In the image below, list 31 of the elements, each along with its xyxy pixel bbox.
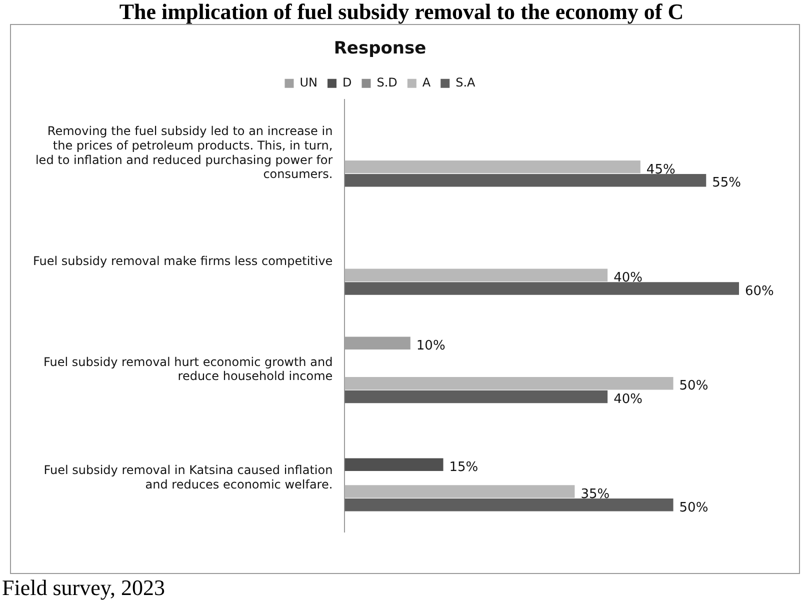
- legend-label: UN: [300, 76, 318, 90]
- y-tick-label: Fuel subsidy removal in Katsina caused inflation and reduces economic welfare.: [44, 463, 333, 492]
- bar: [344, 160, 640, 174]
- bar: [344, 498, 674, 512]
- data-label: 35%: [580, 486, 610, 502]
- legend-label: A: [422, 76, 432, 90]
- data-label: 55%: [712, 176, 742, 191]
- legend-label: S.A: [456, 76, 476, 90]
- data-label: 50%: [679, 500, 708, 516]
- bar: [344, 376, 674, 390]
- data-label: 40%: [614, 270, 642, 286]
- text: The implication of fuel subsidy removal to the economy of C: [118, 0, 685, 24]
- legend-label: D: [342, 76, 352, 90]
- data-label: 15%: [449, 460, 478, 476]
- legend-label: S.D: [376, 76, 398, 90]
- data-label: 60%: [745, 284, 774, 299]
- text: Field survey, 2023: [1, 574, 166, 602]
- data-label: 40%: [614, 392, 642, 408]
- bar: [344, 268, 608, 282]
- y-tick-label: Fuel subsidy removal make firms less competitive: [32, 254, 333, 268]
- y-tick-label: Fuel subsidy removal hurt economic growth and reduce household income: [44, 354, 333, 384]
- y-tick-label: Removing the fuel subsidy led to an increase in the prices of petroleum products. This, in turn, led to inflation and reduced purchasing power for consumers.: [35, 124, 333, 182]
- data-label: 10%: [416, 338, 446, 354]
- bar: [344, 458, 444, 472]
- chart-title: Response: [334, 38, 426, 59]
- bar: [344, 174, 706, 187]
- bar: [344, 282, 739, 295]
- data-label: 45%: [646, 162, 676, 178]
- bar: [344, 390, 608, 404]
- bar: [344, 485, 575, 498]
- data-label: 50%: [679, 378, 708, 394]
